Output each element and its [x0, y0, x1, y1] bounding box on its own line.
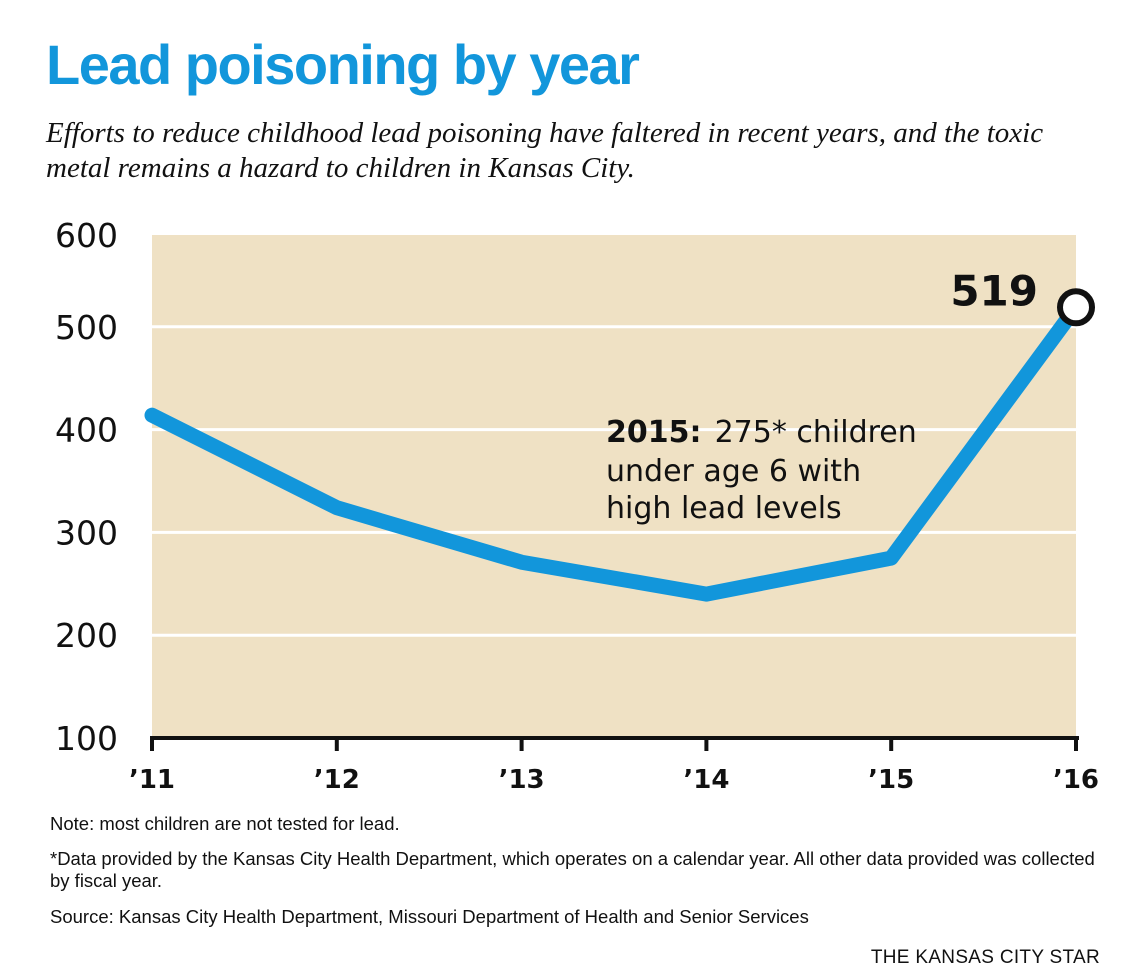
y-axis-ticks: 100 200 300 400 500 600 — [55, 216, 118, 758]
chart-subtitle: Efforts to reduce childhood lead poisoni… — [46, 117, 1044, 184]
gridlines — [152, 325, 1076, 637]
line-chart: 100 200 300 400 500 600 ’11 ’12 ’13 ’14 ’15 ’16 20… — [55, 216, 1099, 795]
y-tick-label: 400 — [55, 411, 118, 450]
y-tick-label: 100 — [55, 719, 118, 758]
series-line — [144, 299, 1084, 602]
x-tick-label: ’14 — [683, 765, 729, 795]
y-tick-label: 200 — [55, 616, 118, 655]
end-value-label: 519 — [950, 266, 1038, 315]
x-tick-label: ’15 — [868, 765, 914, 795]
x-tick-label: ’11 — [129, 765, 175, 795]
x-tick-label: ’12 — [314, 765, 360, 795]
data-points — [151, 288, 1095, 595]
x-axis-ticks: ’11 ’12 ’13 ’14 ’15 ’16 — [129, 738, 1099, 795]
annotation-line-2: under age 6 with — [606, 454, 861, 489]
annotation-year: 2015: — [606, 415, 702, 450]
y-tick-label: 600 — [55, 216, 118, 255]
footnote-text: *Data provided by the Kansas City Health… — [50, 848, 1095, 891]
x-tick-label: ’16 — [1053, 765, 1099, 795]
y-tick-label: 500 — [55, 308, 118, 347]
note-text: Note: most children are not tested for l… — [50, 813, 400, 834]
chart-title: Lead poisoning by year — [46, 33, 640, 96]
x-tick-label: ’13 — [499, 765, 545, 795]
end-point-marker — [1057, 288, 1095, 327]
y-tick-label: 300 — [55, 513, 118, 552]
source-text: Source: Kansas City Health Department, M… — [50, 906, 809, 927]
annotation-line-1: 2015: 275* children — [606, 415, 917, 450]
annotation-line-3: high lead levels — [606, 491, 842, 526]
annotation-text-1: 275* children — [715, 415, 917, 450]
publisher-credit: THE KANSAS CITY STAR — [870, 947, 1100, 968]
